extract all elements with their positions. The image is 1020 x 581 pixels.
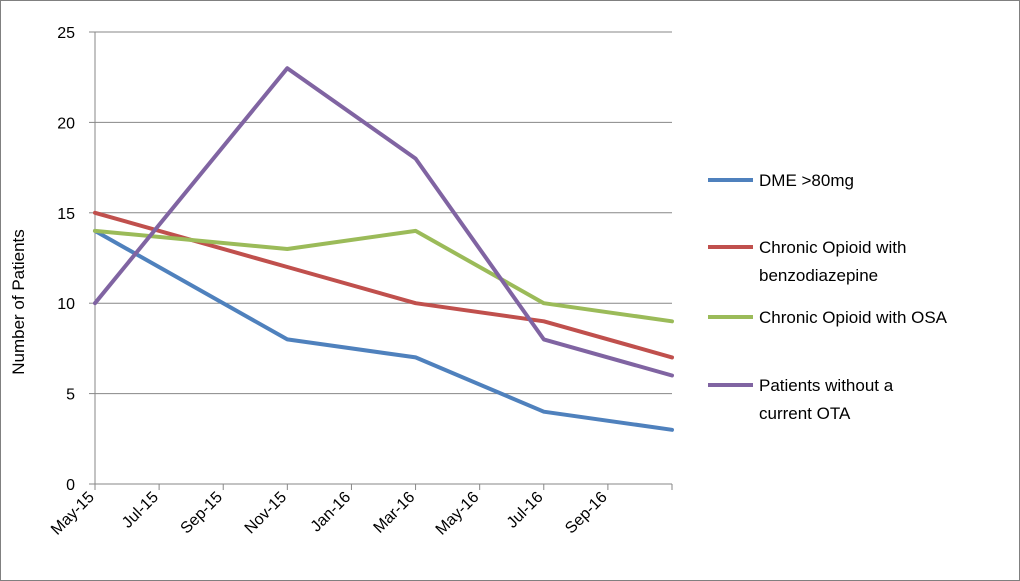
y-tick-label: 10 xyxy=(57,296,75,313)
x-tick-label: Jan-16 xyxy=(308,489,355,536)
x-tick-label: Mar-16 xyxy=(371,489,419,537)
axes xyxy=(89,31,673,490)
x-tick-label: May-15 xyxy=(48,489,98,539)
y-tick-label: 5 xyxy=(66,387,75,404)
y-tick-label: 20 xyxy=(57,115,75,132)
y-tick-label: 15 xyxy=(57,206,75,223)
series-line-1 xyxy=(93,228,674,432)
legend-label-2: Chronic Opioid with benzodiazepine xyxy=(759,238,906,285)
series-line-3 xyxy=(93,228,674,324)
x-tick-label: May-16 xyxy=(433,489,483,539)
x-tick-label: Jul-15 xyxy=(119,489,162,532)
gridlines xyxy=(95,31,672,395)
x-tick-label: Nov-15 xyxy=(242,489,291,538)
series-line-4 xyxy=(93,66,674,378)
legend-label-1: DME >80mg xyxy=(759,171,854,190)
x-tick-label: Jul-16 xyxy=(504,489,547,532)
x-tick-label: Sep-16 xyxy=(562,489,611,538)
series-lines xyxy=(93,66,674,432)
y-tick-label: 0 xyxy=(66,477,75,494)
legend-label-3: Chronic Opioid with OSA xyxy=(759,308,948,327)
y-axis-title: Number of Patients xyxy=(9,229,28,375)
y-tick-labels: 0 5 10 15 20 25 xyxy=(57,25,75,494)
x-tick-label: Sep-15 xyxy=(178,489,227,538)
legend: DME >80mg Chronic Opioid with benzodiazepi… xyxy=(708,171,948,423)
series-line-2 xyxy=(93,210,674,360)
legend-label-4: Patients without a current OTA xyxy=(759,376,894,423)
x-tick-labels: May-15 Jul-15 Sep-15 Nov-15 Jan-16 Mar-16 May-… xyxy=(48,489,611,539)
y-tick-label: 25 xyxy=(57,25,75,42)
